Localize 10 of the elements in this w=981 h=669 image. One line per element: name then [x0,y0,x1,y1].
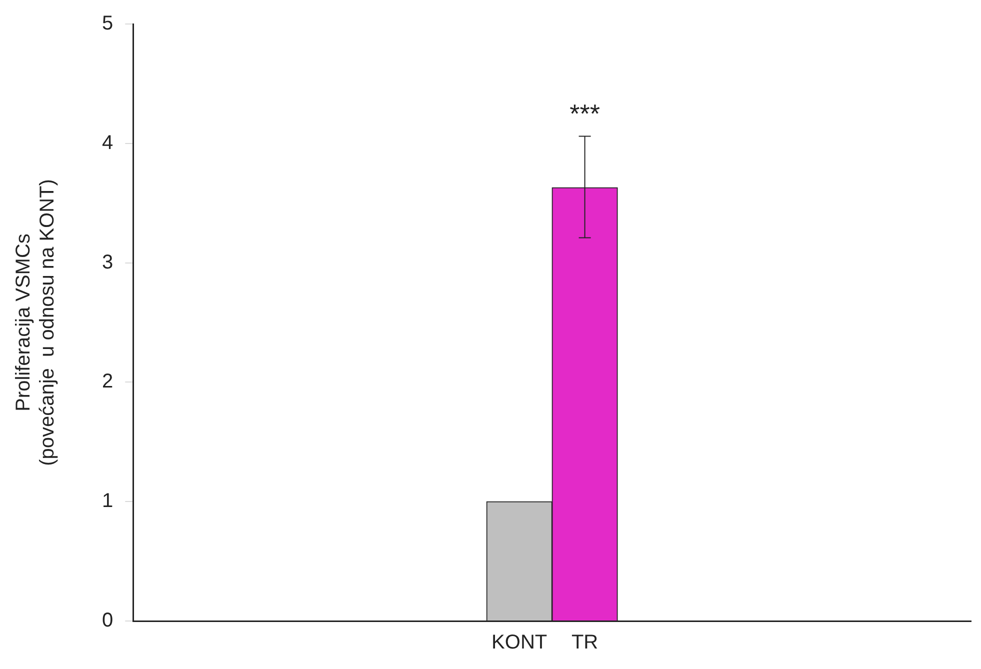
y-tick-label: 5 [102,12,114,35]
y-tick-label: 4 [102,132,114,154]
annotation: *** [570,98,600,128]
x-tick-label: KONT [492,632,548,654]
x-tick-label: TR [571,632,598,654]
y-tick-label: 1 [102,490,114,512]
y-tick-label: 0 [102,610,114,632]
y-tick-label: 3 [102,251,114,274]
y-tick-label: 2 [102,370,114,393]
y-axis-title: Proliferacija VSMCs (povećanje u odnosu na KONT) [12,179,59,466]
